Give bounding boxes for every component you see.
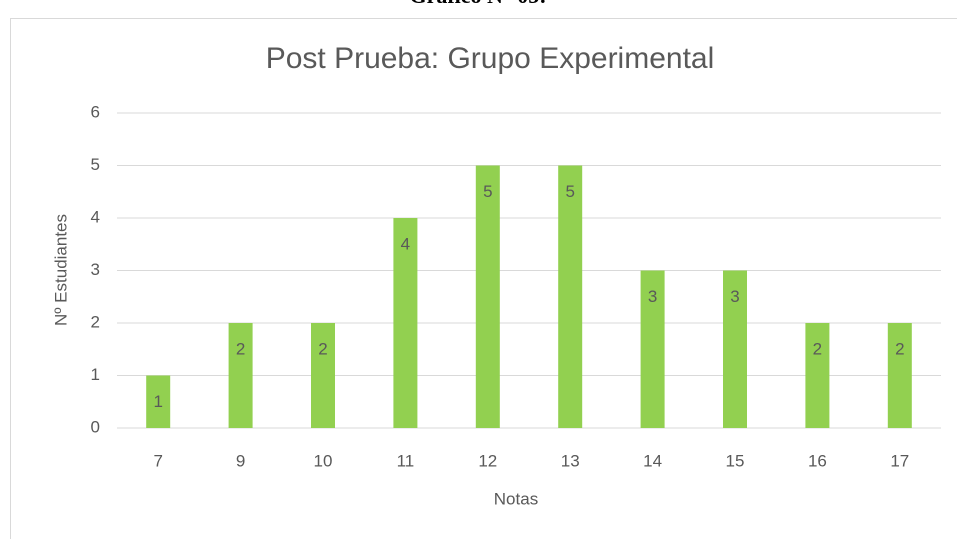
data-label: 3: [730, 287, 739, 306]
data-label: 1: [153, 392, 162, 411]
y-tick-label: 5: [91, 155, 100, 174]
bar: [228, 323, 253, 428]
x-tick-label: 16: [808, 451, 827, 470]
bar: [475, 165, 500, 428]
x-tick-label: 9: [236, 451, 245, 470]
x-tick-label: 12: [478, 451, 497, 470]
bar: [805, 323, 830, 428]
bar: [640, 270, 665, 428]
x-axis-label: Notas: [494, 489, 538, 508]
data-label: 5: [483, 182, 492, 201]
chart-title: Post Prueba: Grupo Experimental: [266, 42, 715, 75]
bar: [723, 270, 747, 428]
data-label: 5: [565, 182, 574, 201]
x-tick-label: 17: [890, 451, 909, 470]
bar: [393, 218, 418, 428]
data-label: 4: [401, 234, 410, 253]
bar: [311, 323, 335, 428]
x-tick-label: 10: [314, 451, 333, 470]
data-label: 3: [648, 287, 657, 306]
x-tick-label: 15: [726, 451, 745, 470]
y-tick-label: 2: [91, 312, 100, 331]
x-tick-label: 7: [153, 451, 162, 470]
data-label: 2: [318, 339, 327, 358]
y-tick-label: 0: [91, 417, 100, 436]
y-tick-label: 4: [91, 207, 100, 226]
x-tick-label: 14: [643, 451, 662, 470]
y-axis-label: Nº Estudiantes: [51, 214, 70, 326]
y-tick-label: 1: [91, 365, 100, 384]
data-label: 2: [236, 339, 245, 358]
bar: [146, 375, 171, 428]
x-tick-label: 13: [561, 451, 580, 470]
page-heading: Gráfico N° 05:: [409, 0, 546, 8]
y-tick-label: 6: [91, 102, 100, 121]
y-tick-label: 3: [91, 260, 100, 279]
bar: [558, 165, 583, 428]
x-tick-label: 11: [397, 451, 415, 470]
data-label: 2: [895, 339, 904, 358]
bar: [887, 323, 912, 428]
data-label: 2: [813, 339, 822, 358]
